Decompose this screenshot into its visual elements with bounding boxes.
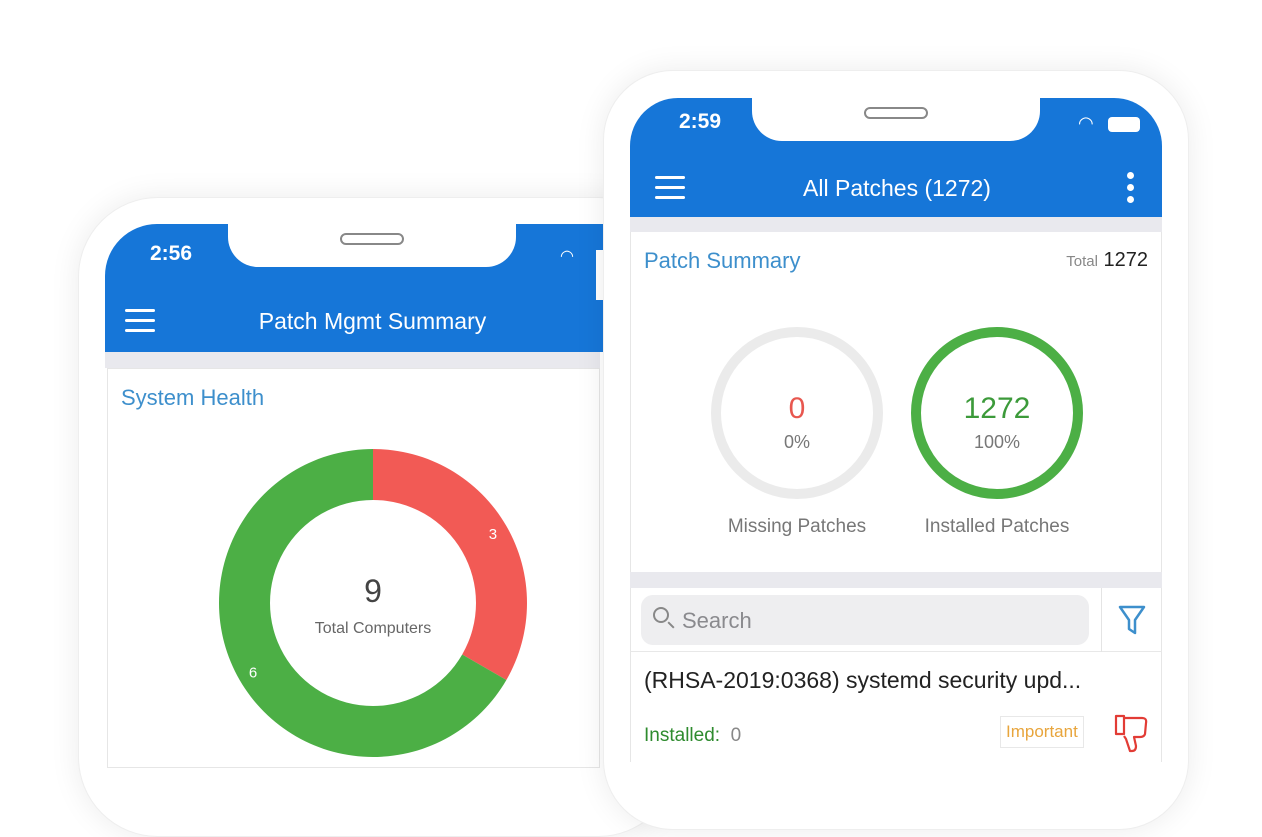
edge-mask [596, 250, 604, 300]
donut-center-label: Total Computers [314, 620, 432, 637]
donut-center-value: 9 [364, 573, 382, 609]
installed-ring-fill [911, 327, 1083, 499]
card-title: System Health [121, 385, 265, 410]
search-placeholder: Search [682, 608, 752, 633]
patch-summary-card: Patch Summary Total 1272 0 0% Missing Pa… [630, 232, 1162, 572]
donut-slice-label: 3 [489, 526, 497, 543]
search-bar: Search [630, 588, 1162, 652]
divider [630, 217, 1162, 232]
donut-slice-label: 6 [249, 664, 257, 681]
installed-percent: 100% [973, 432, 1021, 452]
page-title: Patch Mgmt Summary [258, 308, 487, 334]
donut-slice[interactable] [219, 449, 507, 757]
wifi-icon: ◠ [560, 248, 574, 265]
missing-patches-ring[interactable] [707, 327, 887, 507]
search-input[interactable]: Search [641, 595, 1089, 645]
more-options-icon[interactable] [1127, 172, 1137, 203]
card-title: Patch Summary [644, 248, 801, 273]
missing-label: Missing Patches [727, 516, 867, 537]
patch-list-item[interactable]: (RHSA-2019:0368) systemd security upd...… [630, 652, 1162, 762]
missing-value: 0 [788, 392, 806, 425]
missing-percent: 0% [783, 432, 810, 452]
status-time: 2:56 [150, 242, 193, 265]
thumbs-down-icon[interactable] [1112, 712, 1152, 754]
missing-ring-track [711, 327, 883, 499]
installed-label: Installed Patches [924, 516, 1070, 537]
wifi-icon: ◠ [1078, 113, 1094, 133]
filter-icon[interactable] [1117, 604, 1147, 636]
donut-slice[interactable] [373, 449, 527, 680]
battery-icon [1108, 117, 1140, 132]
search-icon [653, 607, 669, 623]
speaker [864, 107, 928, 119]
system-health-donut: 36 [219, 449, 527, 757]
menu-icon[interactable] [125, 309, 155, 339]
installed-label: Installed: [644, 725, 721, 746]
divider [1101, 588, 1102, 652]
total-label: Total [1066, 253, 1098, 270]
menu-icon[interactable] [655, 176, 685, 206]
installed-patches-ring[interactable] [907, 327, 1087, 507]
total-value: 1272 [1103, 249, 1149, 271]
installed-value: 1272 [963, 392, 1031, 425]
installed-count: 0 [730, 725, 742, 746]
divider [630, 572, 1162, 588]
divider [105, 352, 600, 368]
severity-badge: Important [1000, 716, 1084, 748]
search-icon-handle [667, 621, 675, 629]
page-title: All Patches (1272) [803, 175, 991, 201]
speaker [340, 233, 404, 245]
patch-name: (RHSA-2019:0368) systemd security upd... [644, 667, 1082, 693]
status-time: 2:59 [679, 110, 722, 133]
